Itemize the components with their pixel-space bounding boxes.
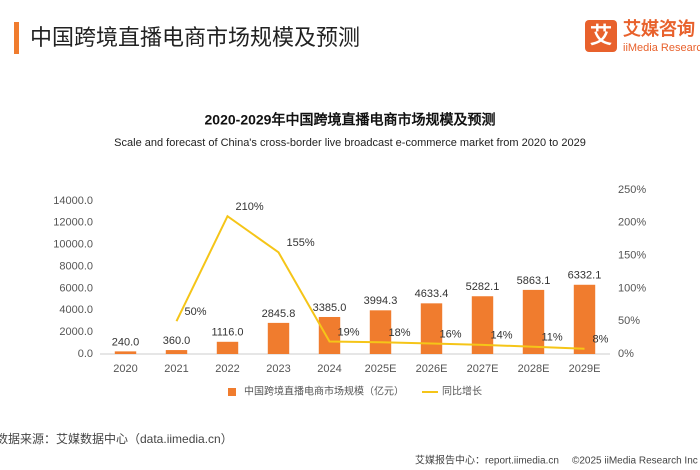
chart-title: 2020-2029年中国跨境直播电商市场规模及预测 [205,112,496,128]
y-tick-label: 8000.0 [59,260,93,272]
logo-sub: iiMedia Research [623,42,700,54]
line-value-label: 155% [287,237,315,249]
logo-icon: 艾 [590,23,612,48]
source-note: 数据来源：艾媒数据中心（data.iimedia.cn） [0,431,233,446]
y-tick-label: 10000.0 [53,239,93,251]
line-value-label: 16% [440,328,462,340]
y2-tick-label: 150% [618,250,646,262]
bar [420,303,443,354]
y2-tick-label: 200% [618,217,646,229]
y2-tick-label: 100% [618,282,646,294]
header-accent [14,22,19,54]
bar [471,296,494,354]
x-tick-label: 2025E [365,363,397,375]
bar-value-label: 1116.0 [211,327,243,339]
growth-line [175,214,585,350]
bar-value-label: 3994.3 [364,295,398,307]
legend-label: 同比增长 [442,385,482,398]
bar-value-label: 360.0 [163,335,191,347]
line-value-label: 18% [389,327,411,339]
y-tick-label: 12000.0 [53,217,93,229]
x-tick-label: 2023 [266,363,290,375]
x-tick-label: 2022 [215,363,239,375]
line-value-label: 210% [236,201,264,213]
line-value-label: 14% [491,330,513,342]
legend-label: 中国跨境直播电商市场规模（亿元） [244,385,404,398]
x-tick-label: 2020 [113,363,137,375]
logo-icon-bg [585,20,617,52]
x-tick-label: 2027E [467,363,499,375]
bar [165,350,188,354]
x-tick-label: 2024 [317,363,341,375]
bar [318,316,341,354]
bar-value-label: 240.0 [112,336,140,348]
line-value-label: 19% [338,326,360,338]
bar-value-label: 2845.8 [262,308,296,320]
y2-tick-label: 0% [618,348,634,360]
y-tick-label: 14000.0 [53,195,93,207]
bar-value-label: 3385.0 [313,302,347,314]
line-value-label: 8% [593,334,609,346]
line-value-label: 50% [185,306,207,318]
y-tick-label: 2000.0 [59,326,93,338]
header-title: 中国跨境直播电商市场规模及预测 [30,25,360,50]
y2-tick-label: 250% [618,184,646,196]
logo-name: 艾媒咨询 [623,18,695,39]
x-tick-label: 2028E [518,363,550,375]
bar [267,322,290,354]
bar-value-label: 6332.1 [568,270,602,282]
bar [573,284,596,354]
y2-tick-label: 50% [618,315,640,327]
y-tick-label: 4000.0 [59,304,93,316]
chart-subtitle: Scale and forecast of China's cross-bord… [114,137,586,149]
line-value-label: 11% [542,332,563,344]
legend-swatch [228,388,236,396]
x-tick-label: 2029E [569,363,601,375]
y-tick-label: 0.0 [78,348,93,360]
bar-value-label: 5282.1 [466,281,500,293]
bar [522,289,545,354]
copyright: ©2025 iiMedia Research Inc [572,456,698,467]
x-tick-label: 2026E [416,363,448,375]
bar-value-label: 4633.4 [415,288,449,300]
x-tick-label: 2021 [164,363,188,375]
bar-value-label: 5863.1 [517,275,551,287]
report-note: 艾媒报告中心：report.iimedia.cn [415,454,559,467]
y-tick-label: 6000.0 [59,282,93,294]
bar [114,351,137,354]
bar [216,341,239,354]
